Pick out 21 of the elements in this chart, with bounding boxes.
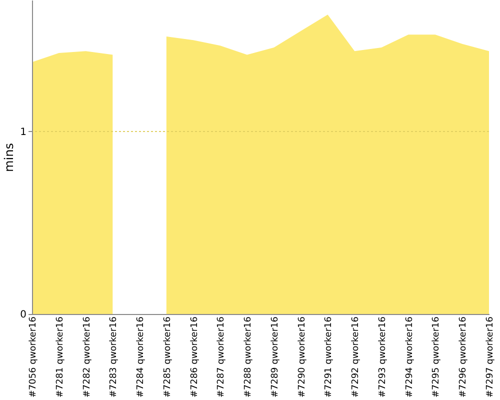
x-tick-label: #7292 qworker16 bbox=[351, 316, 362, 398]
x-tick-label: #7293 qworker16 bbox=[378, 316, 388, 398]
x-tick-label: #7056 qworker16 bbox=[28, 316, 38, 398]
x-tick-label: #7294 qworker16 bbox=[404, 316, 415, 398]
x-tick-label: #7281 qworker16 bbox=[55, 316, 66, 398]
x-tick-label: #7289 qworker16 bbox=[270, 316, 280, 398]
x-tick-label: #7297 qworker16 bbox=[486, 316, 496, 398]
x-tick-label: #7287 qworker16 bbox=[216, 316, 227, 398]
x-tick-label: #7290 qworker16 bbox=[297, 316, 308, 398]
x-tick-label: #7286 qworker16 bbox=[190, 316, 200, 398]
x-tick-label: #7285 qworker16 bbox=[162, 316, 173, 398]
x-tick-label: #7283 qworker16 bbox=[109, 316, 120, 398]
x-tick-label: #7284 qworker16 bbox=[136, 316, 146, 398]
x-tick-label: #7288 qworker16 bbox=[244, 316, 254, 398]
x-tick-label: #7296 qworker16 bbox=[458, 316, 469, 398]
x-tick-label: #7291 qworker16 bbox=[324, 316, 334, 398]
x-tick-label: #7295 qworker16 bbox=[432, 316, 442, 398]
x-tick-label: #7282 qworker16 bbox=[82, 316, 92, 398]
y-axis-title: mins bbox=[2, 143, 16, 172]
y-tick-label: 0 bbox=[20, 310, 26, 320]
y-tick-label: 1 bbox=[20, 126, 26, 138]
